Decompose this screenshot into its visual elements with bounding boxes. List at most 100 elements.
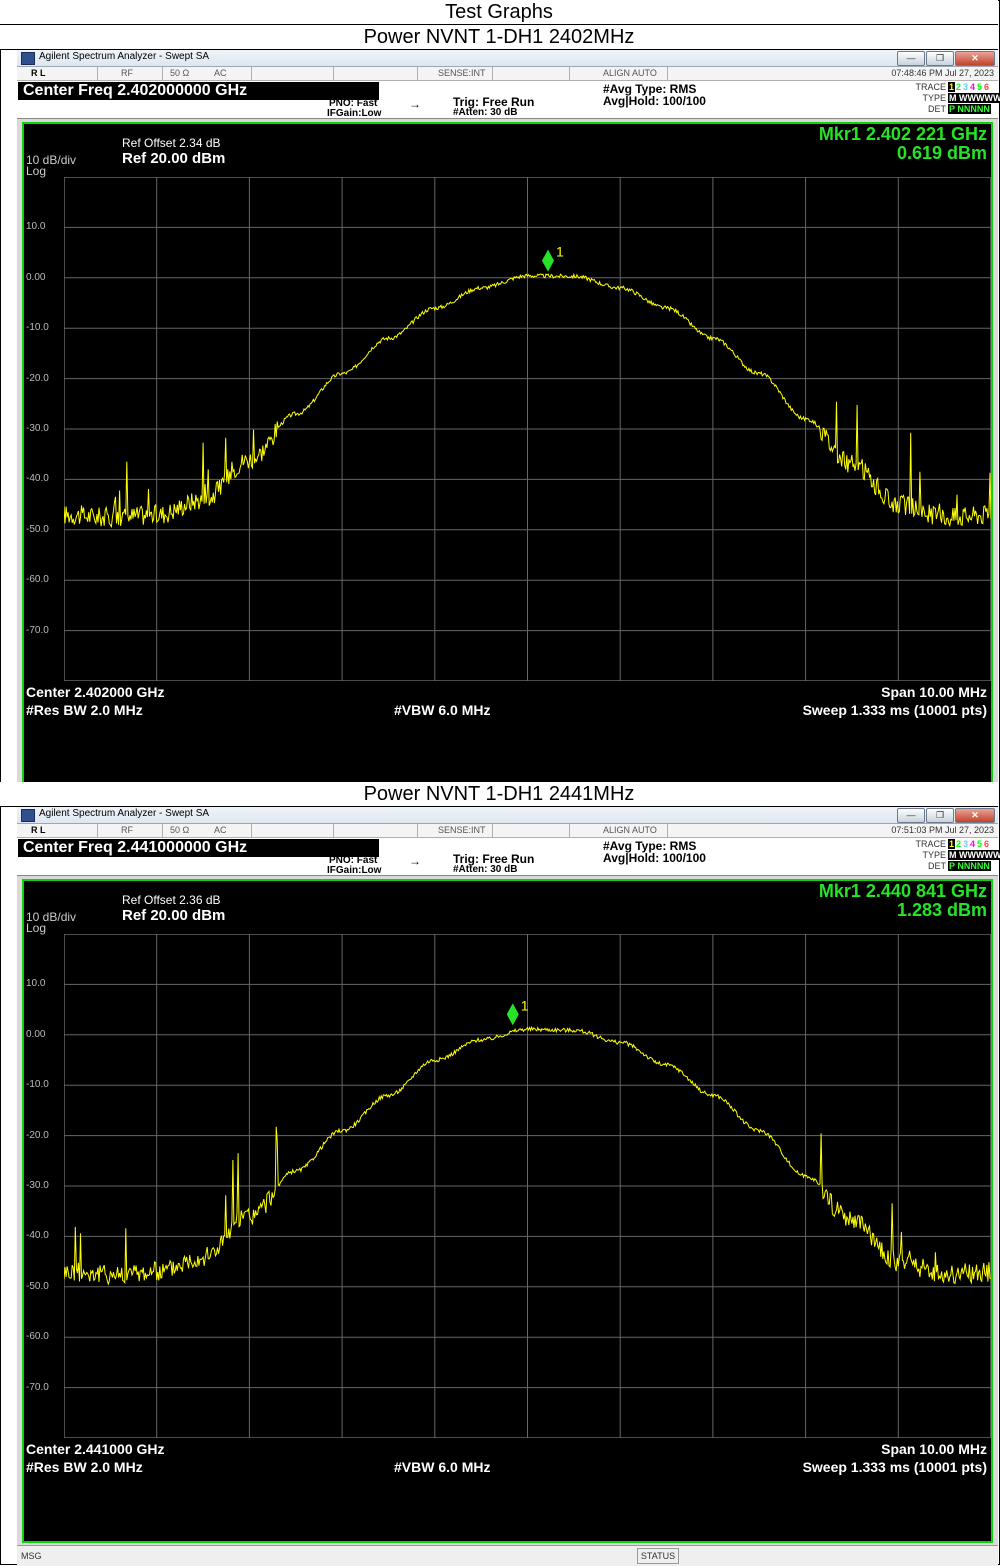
atten-label: #Atten: 30 dB [453, 107, 518, 118]
datetime: 07:51:03 PM Jul 27, 2023 [891, 825, 994, 835]
rbw-label: #Res BW 2.0 MHz [26, 702, 143, 718]
ref-level: Ref 20.00 dBm [122, 150, 226, 167]
status-row: R L RF 50 Ω AC SENSE:INT ALIGN AUTO 07:4… [17, 67, 998, 81]
avg-hold-label: Avg|Hold: 100/100 [603, 94, 706, 108]
trace-type-values: M WWWWW [948, 93, 1000, 103]
align-indicator: ALIGN AUTO [603, 825, 657, 835]
impedance-indicator: 50 Ω [170, 825, 190, 835]
trace-number: 1 [948, 82, 955, 92]
y-tick-label: 10.0 [26, 221, 46, 233]
spectrum-display[interactable]: Ref Offset 2.36 dB 10 dB/div Ref 20.00 d… [22, 879, 993, 1543]
restore-icon[interactable]: ❐ [926, 51, 954, 66]
close-icon[interactable]: ✕ [955, 51, 995, 66]
measurement-header: Center Freq 2.441000000 GHz PNO: Fast IF… [17, 838, 1000, 876]
log-label: Log [26, 921, 47, 935]
graph-caption: Power NVNT 1-DH1 2441MHz [0, 782, 998, 807]
rl-indicator: R L [31, 68, 46, 78]
marker-number-label: 1 [521, 997, 529, 1013]
close-icon[interactable]: ✕ [955, 808, 995, 823]
trace-number: 2 [955, 839, 961, 849]
y-tick-label: -70.0 [26, 1381, 49, 1393]
y-tick-label: -20.0 [26, 1129, 49, 1141]
spectrum-display[interactable]: Ref Offset 2.34 dB 10 dB/div Ref 20.00 d… [22, 122, 993, 786]
spectrum-plot: 1 [64, 177, 991, 681]
vbw-label: #VBW 6.0 MHz [394, 1459, 491, 1475]
log-label: Log [26, 164, 47, 178]
trace-line [64, 272, 991, 529]
measurement-header: Center Freq 2.402000000 GHz PNO: Fast IF… [17, 81, 1000, 119]
trace-type-values: M WWWWW [948, 850, 1000, 860]
detector-values: P NNNNN [948, 104, 991, 114]
datetime: 07:48:46 PM Jul 27, 2023 [891, 68, 994, 78]
rf-indicator: RF [121, 825, 133, 835]
y-tick-label: -60.0 [26, 1331, 49, 1343]
ref-offset: Ref Offset 2.34 dB [122, 136, 221, 150]
pno-label: PNO: Fast [329, 98, 378, 109]
rf-indicator: RF [121, 68, 133, 78]
trace-number: 6 [983, 839, 989, 849]
impedance-indicator: 50 Ω [170, 68, 190, 78]
sweep-label: Sweep 1.333 ms (10001 pts) [802, 1459, 987, 1475]
marker-diamond[interactable] [541, 249, 554, 272]
center-freq-softkey[interactable]: Center Freq 2.402000000 GHz [18, 82, 379, 100]
window-titlebar: Agilent Spectrum Analyzer - Swept SA — ❐… [17, 807, 998, 824]
rl-indicator: R L [31, 825, 46, 835]
trigger-label: Trig: Free Run [453, 95, 535, 109]
window-controls: — ❐ ✕ [897, 808, 995, 823]
analyzer-app-icon [21, 52, 35, 65]
trace-number: 3 [962, 82, 968, 92]
span-label: Span 10.00 MHz [881, 1441, 987, 1457]
ref-level: Ref 20.00 dBm [122, 907, 226, 924]
window-titlebar: Agilent Spectrum Analyzer - Swept SA — ❐… [17, 50, 998, 67]
restore-icon[interactable]: ❐ [926, 808, 954, 823]
trace-number: 5 [976, 839, 982, 849]
type-label: TYPE [922, 850, 946, 860]
trace-number: 1 [948, 839, 955, 849]
arrow-icon: → [409, 854, 421, 868]
det-label: DET [928, 104, 946, 114]
spectrum-plot: 1 [64, 934, 991, 1438]
vbw-label: #VBW 6.0 MHz [394, 702, 491, 718]
det-label: DET [928, 861, 946, 871]
minimize-icon[interactable]: — [897, 808, 925, 823]
ifgain-label: IFGain:Low [327, 865, 382, 876]
scale-label: 10 dB/div [26, 910, 77, 924]
center-frequency: Center 2.402000 GHz [26, 684, 165, 700]
y-tick-label: -10.0 [26, 1079, 49, 1091]
graph-caption: Power NVNT 1-DH1 2402MHz [0, 25, 998, 50]
trace-number: 4 [969, 82, 975, 92]
center-freq-softkey[interactable]: Center Freq 2.441000000 GHz [18, 839, 379, 857]
detector-values: P NNNNN [948, 861, 991, 871]
trace-number: 3 [962, 839, 968, 849]
pno-label: PNO: Fast [329, 855, 378, 866]
trigger-label: Trig: Free Run [453, 852, 535, 866]
coupling-indicator: AC [214, 825, 227, 835]
marker-diamond[interactable] [506, 1003, 519, 1026]
status-button[interactable]: STATUS [637, 1548, 679, 1564]
arrow-icon: → [409, 97, 421, 111]
center-frequency: Center 2.441000 GHz [26, 1441, 165, 1457]
y-tick-label: -30.0 [26, 423, 49, 434]
trace-label: TRACE [915, 839, 946, 849]
window-title: Agilent Spectrum Analyzer - Swept SA [39, 808, 210, 819]
window-controls: — ❐ ✕ [897, 51, 995, 66]
message-bar: MSG STATUS [17, 1545, 998, 1566]
analyzer-app-icon [21, 809, 35, 822]
y-tick-label: -40.0 [26, 473, 49, 485]
span-label: Span 10.00 MHz [881, 684, 987, 700]
sweep-label: Sweep 1.333 ms (10001 pts) [802, 702, 987, 718]
y-tick-label: -50.0 [26, 523, 49, 535]
y-tick-label: -10.0 [26, 322, 49, 334]
avg-type-label: #Avg Type: RMS [603, 82, 697, 96]
trace-line [64, 1025, 991, 1286]
trace-number: 6 [983, 82, 989, 92]
coupling-indicator: AC [214, 68, 227, 78]
marker-frequency: Mkr1 2.402 221 GHz [818, 124, 987, 144]
minimize-icon[interactable]: — [897, 51, 925, 66]
scale-label: 10 dB/div [26, 153, 77, 167]
rbw-label: #Res BW 2.0 MHz [26, 1459, 143, 1475]
sense-indicator: SENSE:INT [438, 68, 486, 78]
